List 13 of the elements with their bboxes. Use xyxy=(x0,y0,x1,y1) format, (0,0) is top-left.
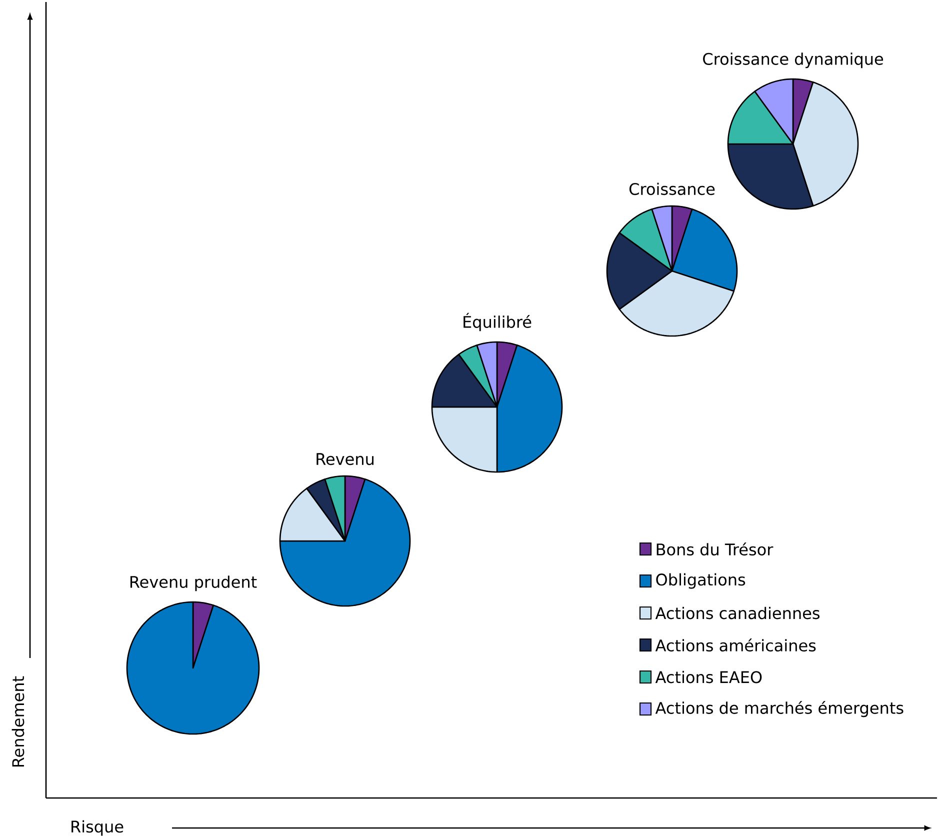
legend-label: Obligations xyxy=(656,573,746,589)
chart-title: Revenu xyxy=(316,453,374,466)
legend-label: Actions EAEO xyxy=(655,670,762,684)
legend-label: Actions canadiennes xyxy=(655,606,820,620)
text: Rendement xyxy=(12,676,24,767)
legend-label: Actions américaines xyxy=(655,638,816,652)
text: Risque xyxy=(72,820,124,836)
chart-title: Équilibré xyxy=(464,312,532,332)
legend-label: Bons du Trésor xyxy=(656,542,774,556)
chart-title: Revenu prudent xyxy=(130,576,257,592)
legend-label: Actions de marchés émergents xyxy=(655,700,904,718)
chart-title: Croissance xyxy=(629,182,715,196)
chart-title: Croissance dynamique xyxy=(703,52,884,68)
